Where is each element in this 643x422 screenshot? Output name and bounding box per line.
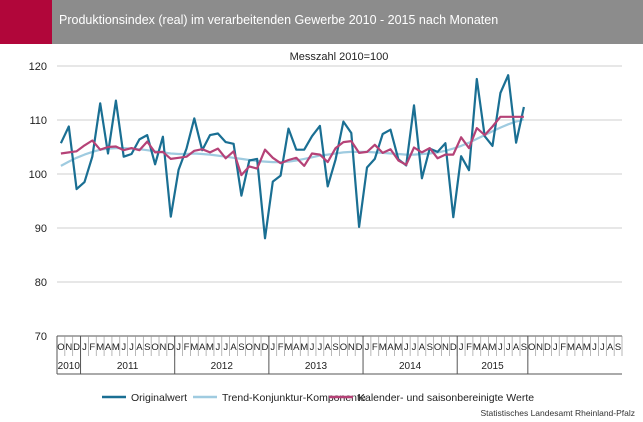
month-tick-label: D bbox=[167, 342, 174, 353]
month-tick-label: A bbox=[482, 342, 489, 353]
month-tick-label: M bbox=[489, 342, 497, 353]
y-tick-label: 120 bbox=[29, 61, 47, 73]
month-tick-label: A bbox=[419, 342, 426, 353]
month-tick-label: S bbox=[144, 342, 150, 353]
month-tick-label: D bbox=[356, 342, 363, 353]
month-tick-label: S bbox=[238, 342, 244, 353]
header-accent bbox=[0, 0, 52, 44]
y-tick-label: 90 bbox=[35, 223, 47, 235]
header-bar bbox=[52, 0, 643, 44]
month-tick-label: F bbox=[466, 342, 472, 353]
month-tick-label: J bbox=[404, 342, 409, 353]
chart-subtitle: Messzahl 2010=100 bbox=[290, 51, 389, 63]
month-tick-label: M bbox=[190, 342, 198, 353]
month-tick-label: J bbox=[592, 342, 597, 353]
month-tick-label: J bbox=[318, 342, 323, 353]
month-tick-label: M bbox=[96, 342, 104, 353]
month-tick-label: S bbox=[521, 342, 527, 353]
month-tick-label: F bbox=[560, 342, 566, 353]
month-tick-label: J bbox=[412, 342, 417, 353]
month-tick-label: M bbox=[206, 342, 214, 353]
month-tick-label: N bbox=[160, 342, 167, 353]
year-label: 2012 bbox=[211, 361, 234, 372]
month-tick-label: A bbox=[513, 342, 520, 353]
month-tick-label: N bbox=[442, 342, 449, 353]
series-line-0 bbox=[59, 74, 525, 240]
month-tick-label: M bbox=[285, 342, 293, 353]
month-tick-label: N bbox=[348, 342, 355, 353]
month-tick-label: F bbox=[278, 342, 284, 353]
year-label: 2014 bbox=[399, 361, 422, 372]
month-tick-label: N bbox=[254, 342, 261, 353]
month-tick-label: S bbox=[427, 342, 433, 353]
month-tick-label: N bbox=[536, 342, 543, 353]
month-tick-label: D bbox=[544, 342, 551, 353]
year-label: 2015 bbox=[481, 361, 504, 372]
month-tick-label: A bbox=[293, 342, 300, 353]
month-tick-label: S bbox=[615, 342, 621, 353]
legend-label: Trend-Konjunktur-Komponente bbox=[222, 392, 366, 404]
month-tick-label: A bbox=[199, 342, 206, 353]
month-tick-label: O bbox=[340, 342, 347, 353]
month-tick-label: A bbox=[607, 342, 614, 353]
month-tick-label: O bbox=[528, 342, 535, 353]
month-tick-label: A bbox=[230, 342, 237, 353]
month-tick-label: O bbox=[246, 342, 253, 353]
month-tick-label: J bbox=[270, 342, 275, 353]
month-tick-label: J bbox=[459, 342, 464, 353]
month-tick-label: O bbox=[151, 342, 158, 353]
month-tick-label: M bbox=[583, 342, 591, 353]
month-tick-label: J bbox=[223, 342, 228, 353]
month-tick-label: A bbox=[136, 342, 143, 353]
month-tick-label: J bbox=[176, 342, 181, 353]
legend-label: Originalwert bbox=[131, 392, 187, 404]
month-tick-label: J bbox=[600, 342, 605, 353]
chart-title: Produktionsindex (real) im verarbeitende… bbox=[59, 13, 499, 27]
month-tick-label: O bbox=[434, 342, 441, 353]
month-tick-label: D bbox=[262, 342, 269, 353]
y-tick-label: 110 bbox=[29, 115, 47, 127]
month-tick-label: J bbox=[215, 342, 220, 353]
month-tick-label: J bbox=[121, 342, 126, 353]
month-tick-label: F bbox=[372, 342, 378, 353]
month-tick-label: A bbox=[325, 342, 332, 353]
month-tick-label: M bbox=[379, 342, 387, 353]
month-tick-label: M bbox=[473, 342, 481, 353]
month-tick-label: N bbox=[65, 342, 72, 353]
month-tick-label: S bbox=[332, 342, 338, 353]
month-tick-label: M bbox=[567, 342, 575, 353]
month-tick-label: A bbox=[387, 342, 394, 353]
month-tick-label: M bbox=[300, 342, 308, 353]
month-tick-label: O bbox=[57, 342, 64, 353]
plot-background bbox=[0, 44, 643, 422]
year-label: 2010 bbox=[58, 361, 81, 372]
month-tick-label: F bbox=[184, 342, 190, 353]
month-tick-label: F bbox=[89, 342, 95, 353]
year-label: 2011 bbox=[117, 361, 139, 372]
month-tick-label: D bbox=[450, 342, 457, 353]
month-tick-label: J bbox=[310, 342, 315, 353]
month-tick-label: A bbox=[576, 342, 583, 353]
y-tick-label: 100 bbox=[29, 169, 47, 181]
year-label: 2013 bbox=[305, 361, 328, 372]
month-tick-label: J bbox=[82, 342, 87, 353]
month-tick-label: M bbox=[112, 342, 120, 353]
month-tick-label: J bbox=[553, 342, 558, 353]
month-tick-label: M bbox=[394, 342, 402, 353]
y-tick-label: 70 bbox=[35, 331, 47, 343]
month-tick-label: A bbox=[105, 342, 112, 353]
series-line-2 bbox=[60, 115, 524, 177]
legend-label: Kalender- und saisonbereinigte Werte bbox=[358, 392, 534, 404]
month-tick-label: J bbox=[365, 342, 370, 353]
month-tick-label: J bbox=[498, 342, 503, 353]
month-tick-label: J bbox=[129, 342, 134, 353]
source-note: Statistisches Landesamt Rheinland-Pfalz bbox=[480, 408, 636, 418]
month-tick-label: D bbox=[73, 342, 80, 353]
month-tick-label: J bbox=[506, 342, 511, 353]
y-tick-label: 80 bbox=[35, 277, 47, 289]
